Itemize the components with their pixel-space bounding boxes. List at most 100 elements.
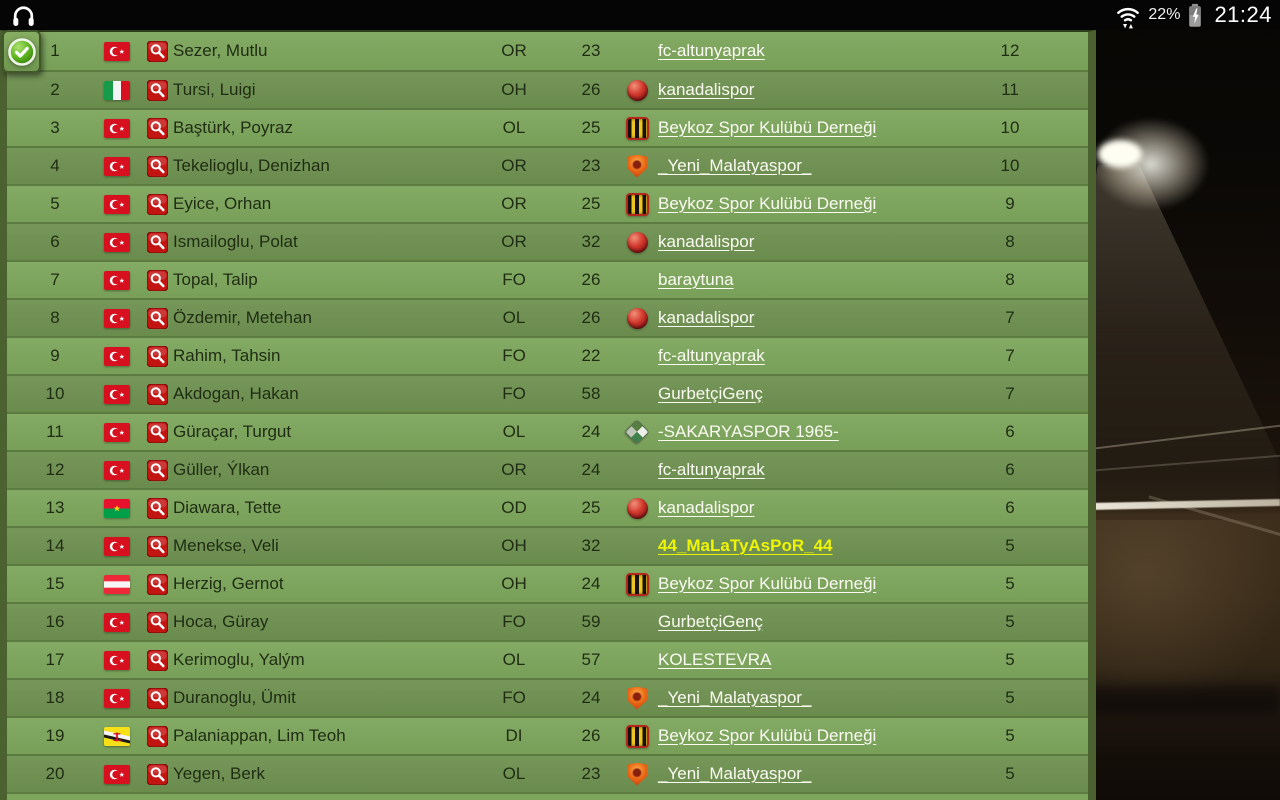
player-name: Baştürk, Poyraz — [173, 118, 293, 137]
club-link[interactable]: kanadalispor — [658, 308, 755, 327]
wifi-data-icon — [1114, 2, 1142, 29]
player-name: Kerimoglu, Yalým — [173, 650, 305, 669]
club-link[interactable]: kanadalispor — [658, 80, 755, 99]
club-link[interactable]: Beykoz Spor Kulübü Derneği — [658, 118, 877, 137]
search-icon[interactable] — [147, 573, 169, 595]
search-icon[interactable] — [147, 459, 169, 481]
club-link[interactable]: baraytuna — [658, 270, 734, 289]
search-icon[interactable] — [147, 383, 169, 405]
value-cell: 5 — [1005, 764, 1015, 783]
value-cell: 6 — [1005, 498, 1015, 517]
rank-cell: 20 — [45, 764, 65, 783]
table-row: 2 Tursi, Luigi OH 26 kanadalispor 11 — [7, 70, 1088, 108]
value-cell: 8 — [1005, 270, 1015, 289]
value-cell: 6 — [1005, 460, 1015, 479]
floodlight-glow — [1076, 104, 1226, 224]
shadow-band — [1088, 686, 1280, 714]
clock: 21:24 — [1214, 2, 1272, 27]
player-name: Ismailoglu, Polat — [173, 232, 298, 251]
club-logo-none-icon — [623, 262, 651, 298]
value-cell: 5 — [1005, 650, 1015, 669]
search-icon[interactable] — [147, 231, 169, 253]
search-icon[interactable] — [147, 421, 169, 443]
search-icon[interactable] — [147, 79, 169, 101]
age-cell: 23 — [581, 41, 601, 60]
position-cell: FO — [502, 384, 526, 403]
table-row: 15 Herzig, Gernot OH 24 Beykoz Spor Kulübü D… — [7, 564, 1088, 602]
search-icon[interactable] — [147, 307, 169, 329]
club-logo-malatya-icon — [623, 680, 651, 716]
flag-icon-tr — [104, 270, 131, 290]
flag-icon-tr — [104, 156, 131, 176]
club-link[interactable]: Beykoz Spor Kulübü Derneği — [658, 574, 877, 593]
club-logo-none-icon — [623, 528, 651, 564]
club-link[interactable]: _Yeni_Malatyaspor_ — [658, 764, 812, 783]
club-link[interactable]: -SAKARYASPOR 1965- — [658, 422, 839, 441]
age-cell: 26 — [581, 308, 601, 327]
club-link[interactable]: _Yeni_Malatyaspor_ — [658, 156, 812, 175]
age-cell: 25 — [581, 118, 601, 137]
club-logo-ball-icon — [623, 300, 651, 336]
club-link[interactable]: fc-altunyaprak — [658, 460, 765, 479]
confirm-tab[interactable] — [2, 30, 41, 73]
age-cell: 24 — [581, 688, 601, 707]
rank-cell: 6 — [50, 232, 60, 251]
rank-cell: 12 — [45, 460, 65, 479]
flag-icon-it — [104, 80, 131, 100]
position-cell: OR — [501, 41, 527, 60]
player-name: Özdemir, Metehan — [173, 308, 312, 327]
table-row: 14 Menekse, Veli OH 32 44_MaLaTyAsPoR_44 5 — [7, 526, 1088, 564]
table-row: 19 Palaniappan, Lim Teoh DI 26 Beykoz Spor K… — [7, 716, 1088, 754]
position-cell: OR — [501, 156, 527, 175]
value-cell: 5 — [1005, 688, 1015, 707]
club-link[interactable]: fc-altunyaprak — [658, 41, 765, 60]
flag-icon-tr — [104, 41, 131, 61]
value-cell: 11 — [1001, 80, 1019, 99]
club-link[interactable]: fc-altunyaprak — [658, 346, 765, 365]
battery-charging-icon — [1186, 3, 1204, 28]
search-icon[interactable] — [147, 497, 169, 519]
search-icon[interactable] — [147, 687, 169, 709]
table-row: 12 Güller, Ýlkan OR 24 fc-altunyaprak 6 — [7, 450, 1088, 488]
player-name: Topal, Talip — [173, 270, 258, 289]
club-link[interactable]: kanadalispor — [658, 498, 755, 517]
club-logo-beykoz-icon — [623, 110, 651, 146]
search-icon[interactable] — [147, 155, 169, 177]
search-icon[interactable] — [147, 269, 169, 291]
age-cell: 58 — [581, 384, 601, 403]
value-cell: 5 — [1005, 536, 1015, 555]
position-cell: OL — [502, 422, 526, 441]
table-row: 4 Tekelioglu, Denizhan OR 23 _Yeni_Malatyasp… — [7, 146, 1088, 184]
search-icon[interactable] — [147, 725, 169, 747]
player-name: Güraçar, Turgut — [173, 422, 292, 441]
rank-cell: 13 — [45, 498, 65, 517]
club-link[interactable]: 44_MaLaTyAsPoR_44 — [658, 536, 833, 555]
rank-cell: 11 — [46, 422, 64, 441]
search-icon[interactable] — [147, 649, 169, 671]
search-icon[interactable] — [147, 535, 169, 557]
search-icon[interactable] — [147, 345, 169, 367]
club-link[interactable]: kanadalispor — [658, 232, 755, 251]
rank-cell: 14 — [45, 536, 65, 555]
player-ranking-table: 1 Sezer, Mutlu OR 23 fc-altunyaprak 12 2 Tursi,… — [0, 30, 1096, 800]
search-icon[interactable] — [147, 611, 169, 633]
position-cell: FO — [502, 270, 526, 289]
flag-icon-tr — [104, 612, 131, 632]
age-cell: 26 — [581, 270, 601, 289]
club-link[interactable]: KOLESTEVRA — [658, 650, 772, 669]
club-link[interactable]: GurbetçiGenç — [658, 612, 763, 631]
club-link[interactable]: Beykoz Spor Kulübü Derneği — [658, 726, 877, 745]
search-icon[interactable] — [147, 763, 169, 785]
search-icon[interactable] — [147, 117, 169, 139]
value-cell: 5 — [1005, 726, 1015, 745]
club-logo-malatya-icon — [623, 756, 651, 792]
flag-icon-tr — [104, 460, 131, 480]
value-cell: 5 — [1005, 612, 1015, 631]
search-icon[interactable] — [147, 193, 169, 215]
position-cell: OH — [501, 80, 527, 99]
club-link[interactable]: GurbetçiGenç — [658, 384, 763, 403]
flag-icon-tr — [104, 194, 131, 214]
search-icon[interactable] — [147, 40, 169, 62]
club-link[interactable]: Beykoz Spor Kulübü Derneği — [658, 194, 877, 213]
club-link[interactable]: _Yeni_Malatyaspor_ — [658, 688, 812, 707]
